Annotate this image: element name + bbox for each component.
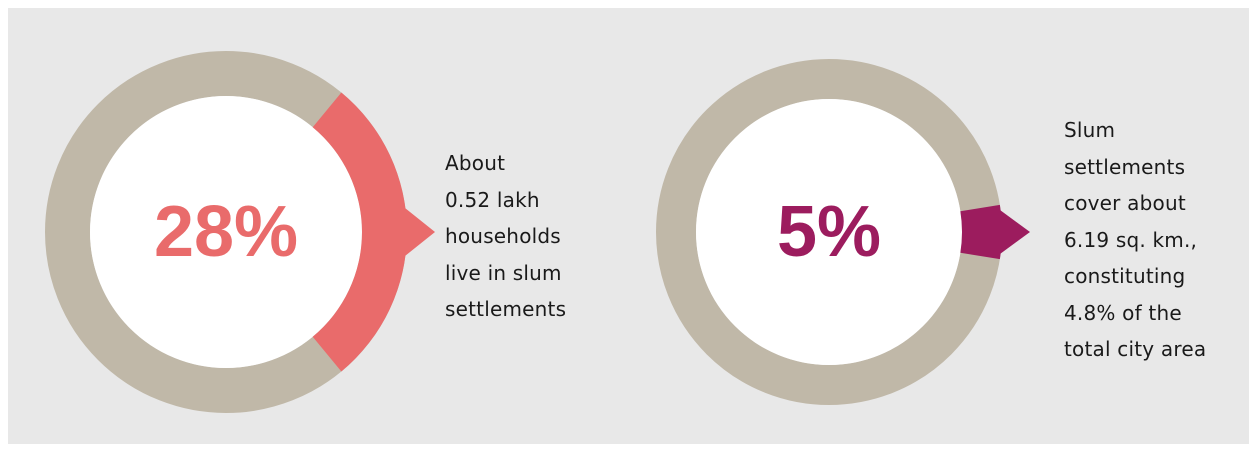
donut-segment-households	[312, 92, 407, 372]
description-line: settlements	[1064, 154, 1186, 179]
description-line: About	[445, 151, 506, 175]
donut-chart-area	[656, 59, 1030, 405]
donut-center	[90, 96, 362, 368]
description-area: Slum settlements cover about 6.19 sq. km…	[1064, 112, 1206, 368]
description-line: Slum	[1064, 118, 1116, 142]
donut-chart-households	[45, 51, 435, 413]
donut-pointer-households	[405, 208, 435, 256]
description-line: 0.52 lakh	[445, 187, 540, 212]
description-line: households	[445, 224, 561, 248]
description-line: constituting	[1064, 264, 1186, 288]
description-line: settlements	[445, 297, 567, 321]
description-line: cover about	[1064, 191, 1186, 215]
donut-segment-area	[960, 204, 1002, 260]
description-line: live in slum	[445, 260, 562, 285]
donut-pointer-area	[1000, 210, 1030, 254]
percentage-label-area: 5%	[776, 192, 882, 272]
donut-center	[696, 99, 962, 365]
description-households: About 0.52 lakh households live in slum …	[445, 145, 566, 328]
description-line: 6.19 sq. km.,	[1064, 227, 1198, 252]
description-line: 4.8% of the	[1064, 300, 1182, 325]
percentage-label-households: 28%	[153, 192, 299, 272]
description-line: total city area	[1064, 337, 1207, 361]
